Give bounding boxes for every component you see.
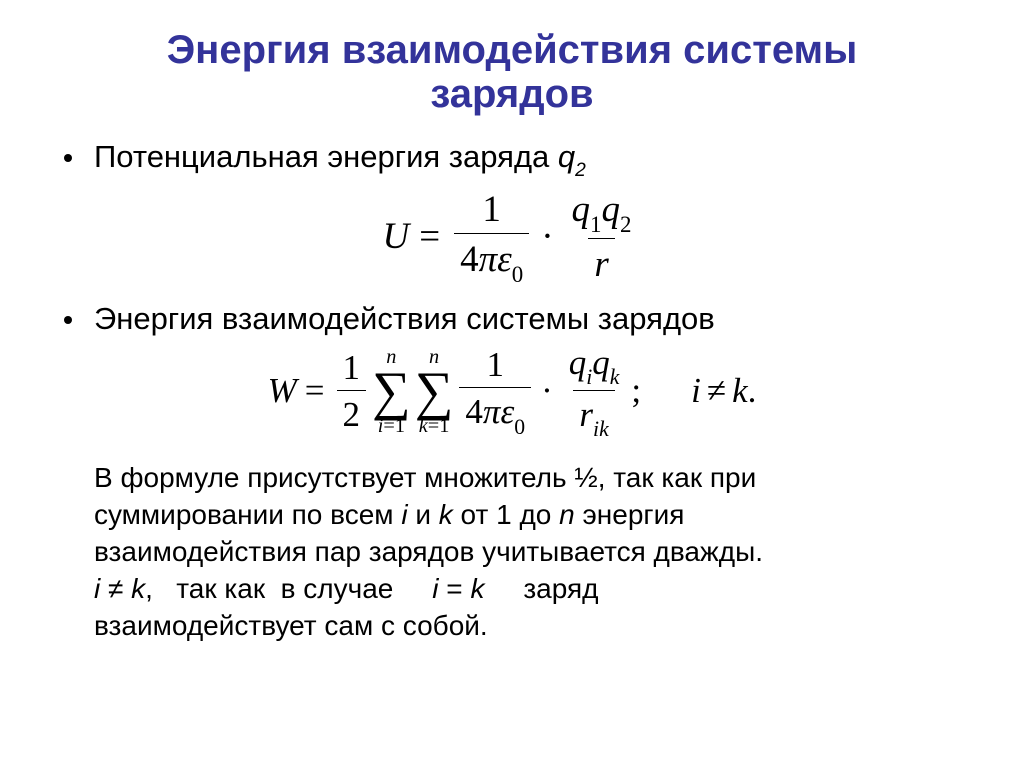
p-l2b: и <box>408 499 439 530</box>
f2-equals: = <box>305 371 325 411</box>
f1-frac1-num: 1 <box>476 188 507 233</box>
formula-1: U = 1 4πε0 · q1q2 r <box>60 188 964 285</box>
f2-frac-qq: qiqk rik <box>563 343 626 440</box>
bullet-2: Энергия взаимодействия системы зарядов <box>60 300 964 337</box>
p-l3: взаимодействия пар зарядов учитывается д… <box>94 536 763 567</box>
f2-sum2-eq: = <box>428 415 439 437</box>
f1-q1: q <box>572 189 591 230</box>
f2-qk-sub: k <box>610 365 620 389</box>
f2-r: r <box>579 395 593 434</box>
p-l2d: энергия <box>575 499 685 530</box>
f1-lhs: U <box>383 215 410 258</box>
f2-sum-k: n ∑ k=1 <box>415 347 454 436</box>
title-line-2: зарядов <box>430 72 593 116</box>
f2-sum2-bot: k=1 <box>419 416 450 436</box>
p-l4-eq: = <box>439 573 471 604</box>
f2-frac-coulomb: 1 4πε0 <box>459 345 531 437</box>
f1-q1-sub: 1 <box>590 212 601 237</box>
f1-frac1-den: 4πε0 <box>454 233 529 285</box>
f2-sum1-eq: = <box>383 415 394 437</box>
f2-dot: · <box>541 371 553 411</box>
f2-qi: q <box>569 343 587 382</box>
f2-half-num: 1 <box>337 348 367 390</box>
slide-title: Энергия взаимодействия системы зарядов <box>60 28 964 116</box>
f1-den-eps-sub: 0 <box>512 262 523 287</box>
p-l2-n: n <box>559 499 575 530</box>
f2-qi-sub: i <box>586 365 592 389</box>
p-l2c: от 1 до <box>453 499 559 530</box>
p-l4b: заряд <box>484 573 598 604</box>
f1-equals: = <box>419 215 440 258</box>
f2-frac1-den: 4πε0 <box>459 387 531 437</box>
p-l2a: суммировании по всем <box>94 499 401 530</box>
p-l1: В формуле присутствует множитель ½, так … <box>94 462 756 493</box>
f1-frac2-den: r <box>588 238 614 286</box>
f2-den-4: 4 <box>465 392 483 431</box>
f1-frac2-num: q1q2 <box>566 188 638 237</box>
bullet-dot-icon <box>64 154 72 162</box>
f1-den-eps: ε <box>497 239 512 280</box>
f2-qk: q <box>592 343 610 382</box>
f2-frac1-num: 1 <box>480 345 510 387</box>
formula-2: W = 1 2 n ∑ i=1 n ∑ k=1 1 4πε0 · <box>60 343 964 440</box>
f2-half: 1 2 <box>337 348 367 435</box>
f1-dot: · <box>541 215 553 258</box>
f1-frac-qq: q1q2 r <box>566 188 638 285</box>
bullet-1-prefix: Потенциальная энергия заряда <box>94 139 558 174</box>
f2-frac2-num: qiqk <box>563 343 626 390</box>
f1-q2-sub: 2 <box>620 212 631 237</box>
explanation-paragraph: В формуле присутствует множитель ½, так … <box>60 460 964 645</box>
bullet-2-text: Энергия взаимодействия системы зарядов <box>94 300 715 337</box>
f2-cond-k: k <box>732 371 748 411</box>
p-l4-k: k <box>131 573 145 604</box>
title-line-1: Энергия взаимодействия системы <box>167 28 858 72</box>
f2-half-den: 2 <box>337 390 367 435</box>
bullet-1-text: Потенциальная энергия заряда q2 <box>94 138 586 180</box>
p-l4-neq: ≠ <box>100 573 131 604</box>
f2-frac2-den: rik <box>573 390 614 440</box>
f2-sum2-val: 1 <box>439 415 449 437</box>
p-l5: взаимодействует сам с собой. <box>94 610 488 641</box>
f2-sum1-bot: i=1 <box>378 416 405 436</box>
f1-den-4: 4 <box>460 239 479 280</box>
f2-lhs: W <box>268 371 297 411</box>
f2-sum-i: n ∑ i=1 <box>372 347 411 436</box>
f2-den-eps: ε <box>500 392 514 431</box>
sigma-icon: ∑ <box>415 369 454 413</box>
p-l2-k: k <box>439 499 453 530</box>
f2-cond-dot: . <box>748 371 757 411</box>
bullet-dot-icon <box>64 316 72 324</box>
f2-sum2-k: k <box>419 415 428 437</box>
bullet-1: Потенциальная энергия заряда q2 <box>60 138 964 180</box>
f2-den-eps-sub: 0 <box>514 415 525 439</box>
f2-cond-neq: ≠ <box>707 371 726 411</box>
f2-sum1-val: 1 <box>395 415 405 437</box>
f1-frac-coulomb: 1 4πε0 <box>454 188 529 285</box>
bullet-1-var-sub: 2 <box>575 160 586 181</box>
f2-semicolon: ; <box>631 371 641 411</box>
f1-den-pi: π <box>479 239 498 280</box>
f2-cond-i: i <box>691 371 701 411</box>
slide: Энергия взаимодействия системы зарядов П… <box>0 0 1024 767</box>
p-l4-k2: k <box>470 573 484 604</box>
f2-den-pi: π <box>483 392 501 431</box>
f1-q2: q <box>602 189 621 230</box>
bullet-1-var: q <box>558 139 575 174</box>
f2-r-sub: ik <box>593 417 609 441</box>
sigma-icon: ∑ <box>372 369 411 413</box>
p-l4a: , так как в случае <box>145 573 432 604</box>
